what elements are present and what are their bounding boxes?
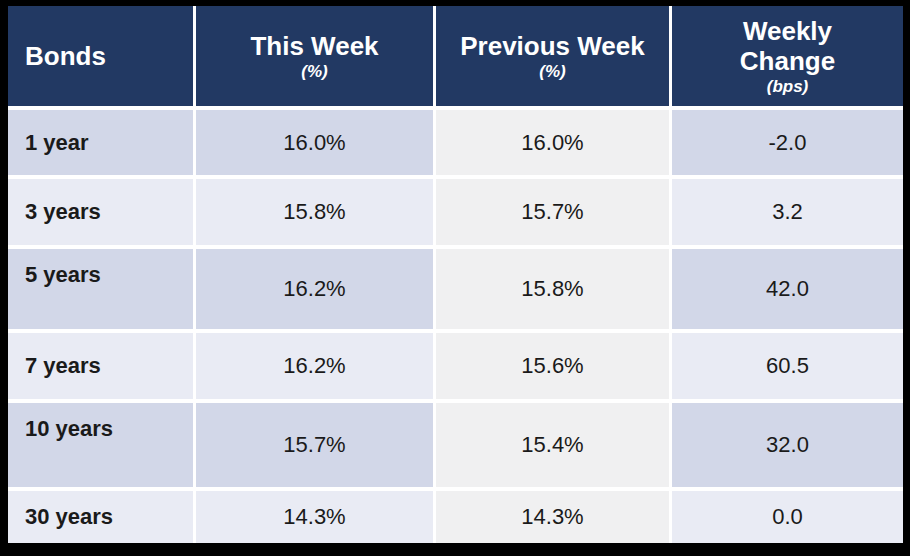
previous-week-value-30-years: 14.3% bbox=[436, 491, 669, 543]
this-week-value-7-years: 16.2% bbox=[196, 333, 433, 399]
previous-week-value-3-years: 15.7% bbox=[436, 179, 669, 245]
row-label-7-years: 7 years bbox=[8, 333, 193, 399]
previous-week-value-5-years: 15.8% bbox=[436, 249, 669, 329]
this-week-value-30-years: 14.3% bbox=[196, 491, 433, 543]
weekly-change-value-5-years: 42.0 bbox=[672, 249, 903, 329]
this-week-value-5-years: 16.2% bbox=[196, 249, 433, 329]
this-week-value-10-years: 15.7% bbox=[196, 403, 433, 487]
header-previous-week-unit: (%) bbox=[539, 63, 565, 81]
previous-week-value-10-years: 15.4% bbox=[436, 403, 669, 487]
weekly-change-value-3-years: 3.2 bbox=[672, 179, 903, 245]
header-cell-bonds: Bonds bbox=[8, 6, 193, 106]
header-previous-week-label: Previous Week bbox=[460, 31, 645, 61]
row-label-1-year: 1 year bbox=[8, 110, 193, 175]
header-this-week-label: This Week bbox=[250, 31, 378, 61]
previous-week-value-7-years: 15.6% bbox=[436, 333, 669, 399]
row-label-3-years: 3 years bbox=[8, 179, 193, 245]
header-this-week-unit: (%) bbox=[301, 63, 327, 81]
header-weekly-change-label: Weekly Change bbox=[740, 16, 835, 76]
weekly-change-value-10-years: 32.0 bbox=[672, 403, 903, 487]
header-cell-this-week: This Week (%) bbox=[196, 6, 433, 106]
header-cell-previous-week: Previous Week (%) bbox=[436, 6, 669, 106]
this-week-value-3-years: 15.8% bbox=[196, 179, 433, 245]
this-week-value-1-year: 16.0% bbox=[196, 110, 433, 175]
bond-yields-table: Bonds This Week (%) Previous Week (%) We… bbox=[8, 6, 903, 543]
weekly-change-value-1-year: -2.0 bbox=[672, 110, 903, 175]
weekly-change-value-30-years: 0.0 bbox=[672, 491, 903, 543]
header-weekly-change-unit: (bps) bbox=[767, 78, 809, 96]
previous-week-value-1-year: 16.0% bbox=[436, 110, 669, 175]
header-bonds-label: Bonds bbox=[25, 41, 106, 71]
row-label-10-years: 10 years bbox=[8, 403, 193, 487]
row-label-30-years: 30 years bbox=[8, 491, 193, 543]
header-cell-weekly-change: Weekly Change (bps) bbox=[672, 6, 903, 106]
weekly-change-value-7-years: 60.5 bbox=[672, 333, 903, 399]
row-label-5-years: 5 years bbox=[8, 249, 193, 329]
